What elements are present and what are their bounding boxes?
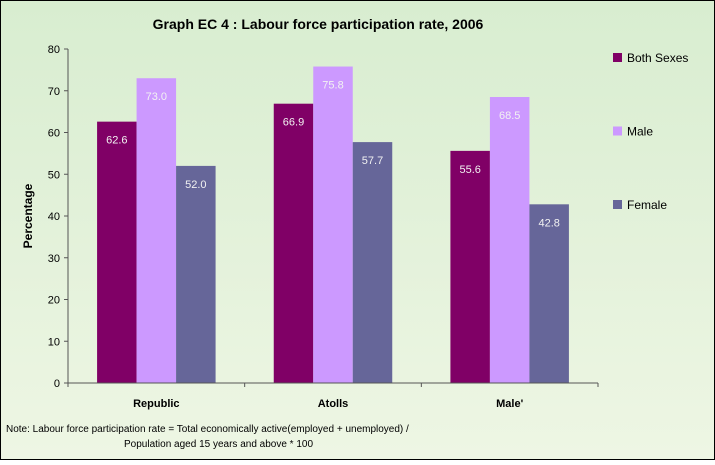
bar — [352, 142, 393, 383]
legend-label: Both Sexes — [627, 51, 688, 65]
bar — [97, 121, 137, 384]
bar — [450, 150, 490, 383]
legend-label: Male — [627, 125, 653, 139]
y-tick-label: 0 — [54, 378, 60, 390]
bar — [176, 165, 216, 383]
data-label: 68.5 — [499, 110, 520, 122]
data-label: 66.9 — [283, 117, 304, 129]
bar — [313, 66, 353, 383]
bar — [136, 78, 177, 383]
bar — [273, 103, 314, 383]
data-label: 42.8 — [538, 217, 559, 229]
data-label: 73.0 — [146, 91, 167, 103]
data-label: 55.6 — [459, 164, 480, 176]
note: Population aged 15 years and above * 100 — [124, 439, 313, 450]
legend-swatch — [613, 200, 622, 209]
legend-swatch — [613, 126, 622, 136]
y-tick-label: 30 — [48, 253, 60, 265]
data-label: 75.8 — [322, 80, 343, 92]
y-tick-label: 10 — [48, 336, 60, 348]
note: Note: Labour force participation rate = … — [6, 424, 409, 435]
legend-label: Female — [627, 198, 667, 212]
y-tick-label: 60 — [48, 128, 60, 140]
x-tick-label: Atolls — [318, 398, 349, 410]
y-tick-label: 50 — [48, 169, 60, 181]
legend-swatch — [613, 53, 622, 62]
data-label: 52.0 — [185, 179, 206, 191]
x-tick-label: Republic — [133, 398, 179, 410]
chart-title: Graph EC 4 : Labour force participation … — [153, 16, 484, 32]
y-axis-label: Percentage — [21, 183, 35, 248]
y-tick-label: 40 — [48, 211, 60, 223]
y-tick-label: 20 — [48, 295, 60, 307]
data-label: 62.6 — [106, 135, 127, 147]
y-tick-label: 80 — [48, 44, 60, 56]
bar — [529, 204, 569, 383]
y-tick-label: 70 — [48, 86, 60, 98]
bar — [489, 97, 530, 383]
data-label: 57.7 — [362, 155, 383, 167]
x-tick-label: Male' — [496, 398, 523, 410]
